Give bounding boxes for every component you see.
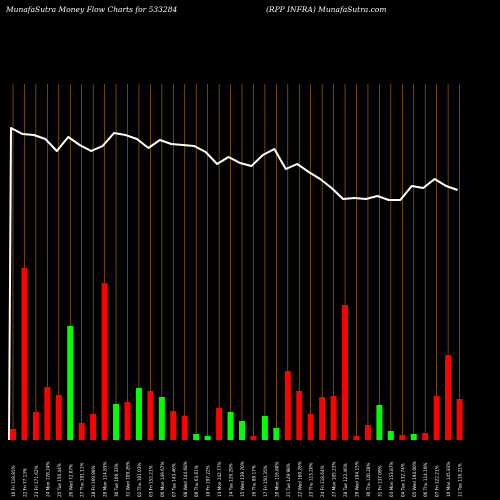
x-tick-label: 25 Tue 150.44%	[57, 463, 62, 497]
x-tick-label: 21 Tue 129.98%	[286, 463, 291, 497]
x-tick-label: 17 Fri 150.35%	[263, 465, 268, 497]
x-tick-label: 30 Thu 120.28%	[366, 462, 371, 497]
bar	[181, 416, 188, 440]
bar	[284, 371, 291, 440]
bar	[216, 408, 223, 440]
x-axis-labels: 16 Fri 118.85% 22 Fri 77.13% 23 Fri 171.62…	[11, 461, 463, 497]
bar	[342, 305, 349, 440]
x-tick-label: 28 Fri 169.98%	[91, 465, 96, 497]
bar-series	[10, 268, 463, 440]
bar	[319, 397, 326, 440]
x-tick-label: 16 Fri 118.85%	[11, 465, 16, 497]
bar	[410, 434, 417, 440]
x-tick-label: 31 Fri 137.09%	[377, 465, 382, 497]
x-tick-label: 04 Tue 132.74%	[400, 463, 405, 497]
bar	[44, 387, 51, 440]
bar	[330, 396, 337, 440]
bar	[147, 391, 154, 440]
bar	[124, 402, 131, 440]
x-tick-label: 06 Mon 149.67%	[160, 462, 165, 497]
x-tick-label: 06 Thu 114.19%	[423, 462, 428, 497]
x-tick-label: 22 Fri 77.13%	[22, 468, 27, 497]
bar	[21, 268, 28, 440]
bar	[239, 421, 245, 440]
x-tick-label: 23 Fri 171.62%	[34, 465, 39, 497]
x-tick-label: 05 Wed 194.00%	[412, 461, 417, 497]
x-tick-label: 27 Thu 191.11%	[80, 462, 85, 497]
x-tick-label: 11 Tue 116.21%	[458, 463, 463, 497]
x-tick-label: 27 Mon 105.23%	[332, 462, 337, 497]
x-tick-label: 14 Tue 126.29%	[229, 463, 234, 497]
x-tick-label: 09 Thu 63.61%	[194, 465, 199, 497]
bar	[204, 436, 211, 440]
bar	[376, 405, 383, 440]
x-tick-label: 10 Fri 197.22%	[206, 465, 211, 497]
bar	[113, 404, 120, 440]
x-tick-label: 24 Mon 178.24%	[45, 462, 50, 497]
bar	[353, 436, 360, 440]
x-tick-label: 08 Wed 144.68%	[183, 461, 188, 497]
x-tick-label: 29 Mon 114.83%	[103, 462, 108, 497]
bar	[55, 395, 62, 440]
bar	[422, 433, 429, 440]
price-line-path	[8, 127, 458, 441]
bar	[433, 396, 440, 440]
bar	[67, 326, 74, 440]
bar	[10, 429, 16, 440]
x-tick-label: 03 Fri 152.21%	[148, 465, 153, 497]
x-tick-label: 22 Wed 160.26%	[297, 461, 302, 497]
bar	[135, 388, 142, 440]
bar	[399, 435, 406, 440]
bar	[273, 428, 280, 440]
bar	[364, 425, 371, 440]
x-tick-label: 29 Wed 194.15%	[355, 461, 360, 497]
x-tick-label: 03 Mon 153.87%	[389, 462, 394, 497]
grid-lines	[12, 84, 460, 440]
x-tick-label: 07 Fri 122.21%	[435, 465, 440, 497]
bar	[158, 397, 165, 440]
bar	[307, 414, 314, 440]
bar	[227, 412, 234, 440]
bar	[296, 391, 303, 440]
bar	[32, 412, 39, 440]
bar	[456, 399, 463, 440]
x-tick-label: 26 Wed 72.07%	[68, 464, 73, 497]
x-tick-label: 02 Thu 101.03%	[137, 462, 142, 497]
x-tick-label: 13 Mon 142.77%	[217, 462, 222, 497]
x-tick-label: 10 Mon 145.83%	[446, 462, 451, 497]
bar	[170, 411, 177, 440]
bar	[90, 414, 97, 440]
chart-subtitle: (RPP INFRA) MunafaSutra.com	[266, 5, 387, 14]
x-tick-label: 15 Wed 139.70%	[240, 461, 245, 497]
bar	[101, 283, 108, 440]
bar	[193, 434, 200, 440]
bar	[250, 436, 257, 440]
bar	[78, 423, 85, 440]
x-tick-label: 31 Wed 109.26%	[126, 461, 131, 497]
bar	[445, 355, 452, 440]
x-tick-label: 07 Tue 143.46%	[171, 463, 176, 497]
x-tick-label: 23 Thu 113.20%	[309, 462, 314, 497]
x-tick-label: 28 Tue 122.46%	[343, 463, 348, 497]
x-tick-label: 24 Fri 118.64%	[320, 465, 325, 497]
x-tick-label: 16 Thu 89.17%	[251, 465, 256, 497]
bar	[261, 416, 268, 440]
price-line	[8, 127, 458, 441]
x-tick-label: 30 Tue 109.33%	[114, 463, 119, 497]
x-tick-label: 20 Mon 116.80%	[274, 462, 279, 497]
bar	[387, 431, 394, 440]
chart-title: MunafaSutra Money Flow Charts for 533284	[6, 5, 178, 14]
